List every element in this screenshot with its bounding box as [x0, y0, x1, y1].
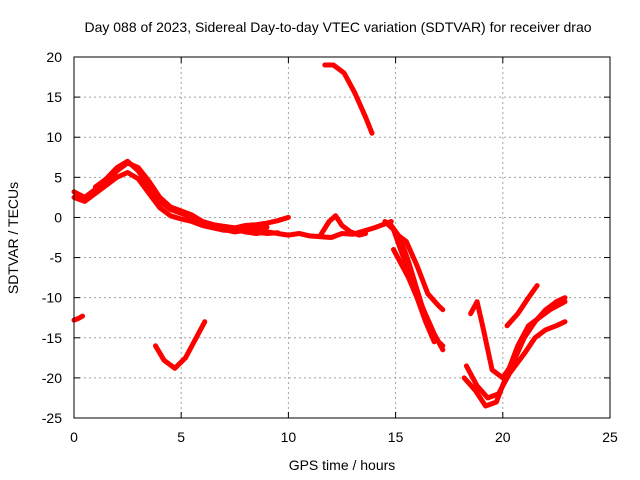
- y-tick-label: -10: [42, 290, 62, 306]
- x-tick-label: 10: [281, 429, 297, 445]
- y-tick-label: 10: [46, 129, 62, 145]
- y-tick-label: 15: [46, 89, 62, 105]
- x-tick-label: 25: [602, 429, 618, 445]
- x-tick-labels: 0 5 10 15 20 25: [70, 429, 618, 445]
- x-axis-label: GPS time / hours: [289, 457, 396, 473]
- series-layer: [71, 62, 568, 409]
- plot-frame: [73, 56, 611, 419]
- x-tick-label: 5: [177, 429, 185, 445]
- y-tick-label: 5: [54, 169, 62, 185]
- grid-lines: [74, 57, 610, 418]
- tick-marks: [73, 56, 611, 419]
- y-axis-label: SDTVAR / TECUs: [5, 182, 21, 294]
- series-left-stub: [71, 313, 86, 323]
- y-tick-label: 0: [54, 209, 62, 225]
- series-dip-track-d: [391, 247, 437, 345]
- y-tick-labels: 20 15 10 5 0 -5 -10 -15 -20 -25: [42, 49, 62, 426]
- y-tick-label: 20: [46, 49, 62, 65]
- series-recovery-c: [461, 299, 568, 409]
- y-tick-label: -25: [42, 410, 62, 426]
- series-recovery-a: [463, 319, 568, 401]
- series-lower-arc: [153, 319, 208, 371]
- chart-title: Day 088 of 2023, Sidereal Day-to-day VTE…: [84, 19, 591, 35]
- x-tick-label: 20: [495, 429, 511, 445]
- x-tick-label: 15: [388, 429, 404, 445]
- x-tick-label: 0: [70, 429, 78, 445]
- series-upper-arc: [322, 62, 375, 136]
- y-tick-label: -15: [42, 330, 62, 346]
- y-tick-label: -20: [42, 370, 62, 386]
- series-mid-track-b: [318, 213, 369, 238]
- series-dip-track-c: [393, 231, 446, 313]
- series-mid-track-a: [232, 219, 394, 240]
- series-recovery-d: [504, 283, 540, 329]
- y-tick-label: -5: [50, 250, 63, 266]
